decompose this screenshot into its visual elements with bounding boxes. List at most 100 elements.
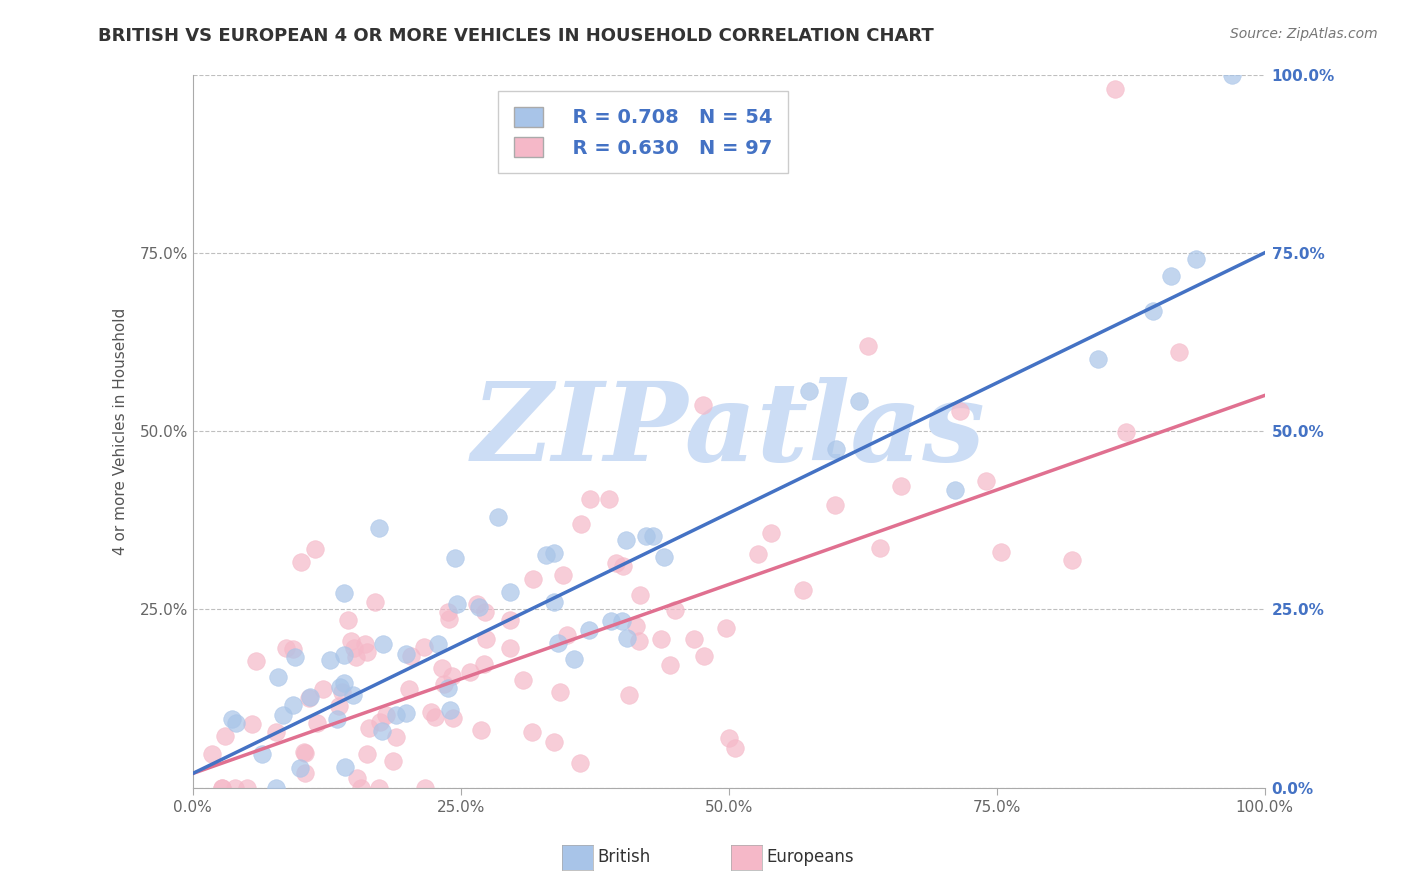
Point [439, 612, 461, 626]
Point [1115, 425, 1137, 439]
Point [499, 585, 522, 599]
Point [427, 637, 450, 651]
Point [474, 632, 496, 646]
Point [375, 707, 398, 722]
Point [444, 550, 467, 565]
Point [433, 677, 456, 691]
Point [472, 657, 495, 671]
Point [333, 648, 356, 662]
Point [628, 633, 651, 648]
Point [356, 645, 378, 659]
Point [264, 725, 287, 739]
Point [619, 688, 641, 702]
Point [470, 723, 492, 738]
Point [562, 652, 585, 666]
Point [759, 526, 782, 541]
Point [356, 747, 378, 761]
Point [717, 731, 740, 745]
Point [298, 690, 321, 705]
Point [292, 745, 315, 759]
Point [224, 780, 246, 795]
Point [658, 658, 681, 673]
Point [441, 669, 464, 683]
Point [614, 533, 637, 547]
Point [274, 640, 297, 655]
Point [869, 541, 891, 555]
Point [271, 708, 294, 723]
Point [1185, 252, 1208, 267]
Point [624, 618, 647, 632]
Point [384, 730, 406, 744]
Point [437, 681, 460, 696]
Point [373, 636, 395, 650]
Point [610, 614, 633, 628]
Point [643, 529, 665, 543]
Point [354, 637, 377, 651]
Point [333, 760, 356, 774]
Point [401, 648, 423, 663]
Point [692, 398, 714, 412]
Point [792, 583, 814, 598]
Point [520, 724, 543, 739]
Point [499, 613, 522, 627]
Point [1222, 68, 1244, 82]
Point [350, 780, 373, 795]
Point [522, 572, 544, 586]
Point [364, 594, 387, 608]
Point [381, 755, 404, 769]
Point [579, 491, 602, 506]
Text: Source: ZipAtlas.com: Source: ZipAtlas.com [1230, 27, 1378, 41]
Point [395, 706, 418, 720]
Point [211, 780, 233, 795]
Point [468, 599, 491, 614]
Point [304, 542, 326, 557]
Point [328, 699, 350, 714]
Point [716, 621, 738, 635]
Point [650, 632, 672, 646]
Point [1060, 552, 1083, 566]
Legend:   R = 0.708   N = 54,   R = 0.630   N = 97: R = 0.708 N = 54, R = 0.630 N = 97 [498, 91, 787, 173]
Point [825, 442, 848, 456]
Point [616, 631, 638, 645]
Point [612, 559, 634, 574]
Point [264, 780, 287, 795]
Text: ZIPatlas: ZIPatlas [472, 377, 986, 485]
Point [214, 729, 236, 743]
Point [343, 640, 366, 655]
Point [281, 698, 304, 712]
Point [634, 529, 657, 543]
Point [419, 706, 441, 720]
Point [294, 766, 316, 780]
Point [290, 555, 312, 569]
Point [724, 740, 747, 755]
Text: British: British [598, 848, 651, 866]
Point [245, 653, 267, 667]
Point [628, 589, 651, 603]
Point [465, 597, 488, 611]
Point [578, 623, 600, 637]
Point [432, 660, 454, 674]
Point [943, 483, 966, 497]
Point [976, 475, 998, 489]
Point [235, 780, 257, 795]
Point [474, 605, 496, 619]
Y-axis label: 4 or more Vehicles in Household: 4 or more Vehicles in Household [114, 308, 128, 555]
Point [368, 780, 391, 795]
Point [240, 717, 263, 731]
Point [1168, 344, 1191, 359]
Point [441, 711, 464, 725]
Point [856, 338, 879, 352]
Point [333, 586, 356, 600]
Point [543, 546, 565, 560]
Point [266, 670, 288, 684]
Point [284, 650, 307, 665]
Point [799, 384, 821, 398]
Point [569, 756, 592, 771]
Point [281, 642, 304, 657]
Point [359, 721, 381, 735]
Point [385, 708, 408, 723]
Point [848, 393, 870, 408]
Point [336, 613, 359, 627]
Point [290, 761, 312, 775]
Point [652, 550, 675, 565]
